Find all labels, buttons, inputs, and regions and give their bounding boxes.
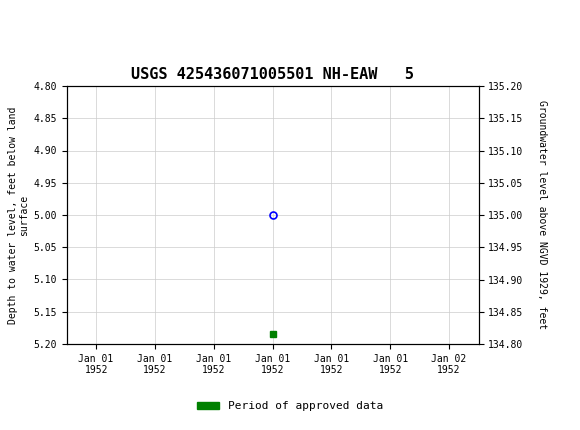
Legend: Period of approved data: Period of approved data — [193, 397, 387, 416]
Y-axis label: Depth to water level, feet below land
surface: Depth to water level, feet below land su… — [8, 106, 30, 324]
Title: USGS 425436071005501 NH-EAW   5: USGS 425436071005501 NH-EAW 5 — [131, 67, 414, 82]
Y-axis label: Groundwater level above NGVD 1929, feet: Groundwater level above NGVD 1929, feet — [537, 101, 548, 329]
Text: USGS: USGS — [70, 10, 125, 28]
